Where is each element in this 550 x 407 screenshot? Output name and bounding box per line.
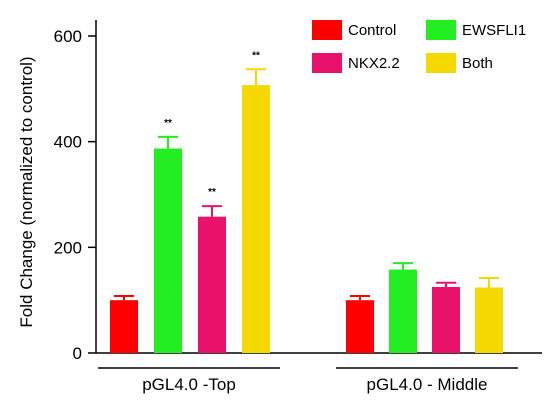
legend-label: Both: [462, 55, 493, 72]
bar: [475, 287, 503, 353]
y-tick-label: 200: [54, 238, 82, 257]
bar: [432, 286, 460, 353]
bars: ** ** **: [110, 50, 503, 353]
bar: [154, 148, 182, 353]
y-axis: 0 200 400 600: [54, 20, 97, 363]
y-tick-label: 0: [73, 344, 82, 363]
significance-label: **: [252, 50, 260, 61]
y-axis-title: Fold Change (normalized to control): [17, 56, 36, 327]
bar: [389, 269, 417, 353]
legend-swatch: [312, 20, 342, 40]
bar: [198, 216, 226, 353]
legend-swatch: [426, 53, 456, 73]
legend-label: EWSFLI1: [462, 22, 526, 39]
bar: [110, 300, 138, 353]
y-tick-label: 400: [54, 133, 82, 152]
legend-swatch: [312, 53, 342, 73]
legend-swatch: [426, 20, 456, 40]
legend-label: NKX2.2: [348, 55, 400, 72]
significance-label: **: [164, 118, 172, 129]
bar: [346, 300, 374, 353]
legend: Control EWSFLI1 NKX2.2 Both: [312, 20, 526, 73]
group-label: pGL4.0 -Top: [142, 375, 236, 394]
legend-label: Control: [348, 22, 396, 39]
y-tick-label: 600: [54, 27, 82, 46]
significance-label: **: [208, 187, 216, 198]
x-axis: pGL4.0 -Top pGL4.0 - Middle: [96, 352, 542, 394]
bar: [242, 85, 270, 353]
group-label: pGL4.0 - Middle: [367, 375, 488, 394]
